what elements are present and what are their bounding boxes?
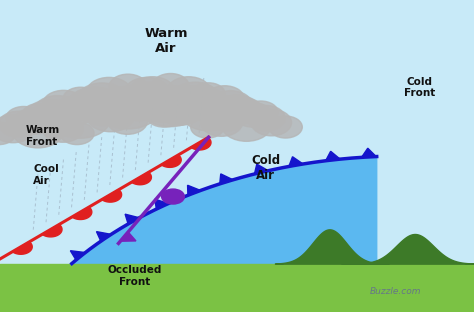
- Circle shape: [113, 86, 165, 120]
- Circle shape: [43, 90, 84, 118]
- Polygon shape: [131, 172, 151, 185]
- Circle shape: [221, 108, 272, 141]
- Polygon shape: [191, 138, 211, 150]
- Polygon shape: [70, 251, 85, 260]
- Circle shape: [34, 106, 70, 130]
- Circle shape: [42, 115, 83, 142]
- Circle shape: [23, 104, 53, 123]
- Polygon shape: [155, 199, 168, 209]
- Circle shape: [201, 109, 243, 136]
- Polygon shape: [161, 155, 181, 167]
- Polygon shape: [125, 214, 139, 224]
- Circle shape: [158, 96, 202, 125]
- Circle shape: [81, 95, 127, 126]
- Text: Cold
Air: Cold Air: [251, 154, 280, 183]
- Circle shape: [191, 116, 224, 138]
- Circle shape: [77, 83, 127, 115]
- Circle shape: [214, 95, 259, 125]
- Circle shape: [122, 82, 170, 114]
- Text: Cold
Front: Cold Front: [404, 76, 435, 98]
- Circle shape: [129, 83, 179, 115]
- Circle shape: [177, 87, 228, 120]
- Polygon shape: [102, 190, 122, 202]
- Circle shape: [232, 98, 261, 118]
- Circle shape: [63, 87, 98, 110]
- Text: Warm
Air: Warm Air: [144, 27, 188, 55]
- Circle shape: [209, 91, 252, 119]
- Circle shape: [6, 106, 42, 130]
- Polygon shape: [220, 174, 233, 184]
- Circle shape: [146, 102, 183, 127]
- Circle shape: [172, 82, 219, 114]
- Polygon shape: [72, 157, 377, 264]
- Circle shape: [0, 115, 34, 143]
- Polygon shape: [362, 148, 376, 157]
- Circle shape: [108, 108, 147, 134]
- Circle shape: [96, 86, 160, 129]
- Circle shape: [0, 122, 16, 145]
- Circle shape: [34, 95, 80, 126]
- Circle shape: [215, 101, 250, 124]
- Circle shape: [68, 87, 122, 123]
- Circle shape: [157, 94, 204, 125]
- Text: Cool
Air: Cool Air: [33, 164, 59, 186]
- Circle shape: [181, 94, 237, 131]
- Circle shape: [60, 122, 94, 145]
- Circle shape: [167, 77, 210, 105]
- Circle shape: [12, 114, 64, 148]
- Circle shape: [0, 111, 38, 137]
- Text: Occluded
Front: Occluded Front: [108, 265, 162, 287]
- Circle shape: [234, 102, 272, 127]
- Circle shape: [100, 95, 142, 123]
- Circle shape: [124, 77, 169, 107]
- Circle shape: [109, 74, 147, 99]
- Circle shape: [131, 77, 174, 105]
- Circle shape: [139, 85, 202, 127]
- Circle shape: [269, 116, 302, 138]
- Circle shape: [205, 86, 244, 111]
- Circle shape: [38, 111, 77, 137]
- Polygon shape: [188, 185, 201, 195]
- Circle shape: [162, 189, 184, 204]
- Polygon shape: [42, 224, 62, 237]
- Circle shape: [173, 86, 212, 111]
- Polygon shape: [12, 242, 32, 254]
- Polygon shape: [289, 157, 303, 166]
- Circle shape: [208, 105, 246, 131]
- Circle shape: [192, 83, 225, 105]
- Circle shape: [77, 90, 118, 118]
- Circle shape: [54, 96, 98, 125]
- Circle shape: [135, 88, 187, 122]
- Circle shape: [251, 109, 292, 136]
- Circle shape: [51, 99, 110, 138]
- Polygon shape: [72, 207, 92, 220]
- Circle shape: [247, 105, 285, 131]
- Circle shape: [14, 108, 54, 134]
- Circle shape: [243, 101, 278, 124]
- Text: Buzzle.com: Buzzle.com: [370, 287, 421, 296]
- Circle shape: [200, 95, 241, 123]
- Text: Warm
Front: Warm Front: [26, 125, 60, 147]
- Circle shape: [86, 100, 135, 132]
- Polygon shape: [326, 151, 340, 161]
- Circle shape: [153, 74, 189, 97]
- Polygon shape: [122, 233, 136, 241]
- Circle shape: [86, 77, 132, 107]
- Polygon shape: [97, 232, 111, 241]
- Polygon shape: [255, 164, 268, 174]
- Circle shape: [26, 100, 75, 132]
- Circle shape: [165, 91, 208, 119]
